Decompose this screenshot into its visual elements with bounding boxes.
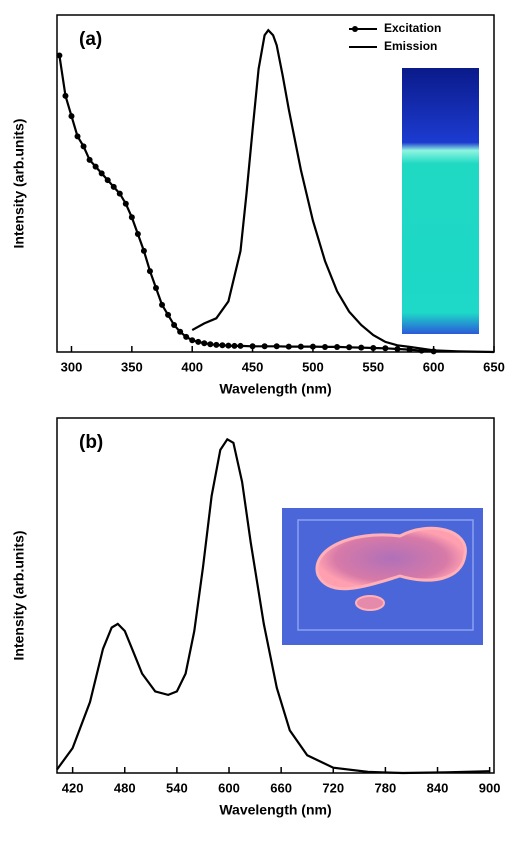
series-marker <box>261 343 268 350</box>
series-marker <box>213 341 220 348</box>
x-tick-label: 550 <box>362 359 384 374</box>
series-marker <box>219 342 226 349</box>
series-line <box>191 28 495 354</box>
x-tick-label: 650 <box>483 359 505 374</box>
x-tick-label: 400 <box>181 359 203 374</box>
series-marker <box>195 338 202 345</box>
series-marker <box>201 340 208 347</box>
series-marker <box>116 190 123 197</box>
x-tick-label: 540 <box>166 780 188 795</box>
x-tick-label: 840 <box>427 780 449 795</box>
series-marker <box>285 343 292 350</box>
series-marker <box>189 337 196 344</box>
series-marker <box>74 133 81 140</box>
y-axis-label: Intensity (arb.units) <box>11 531 27 661</box>
x-tick-label: 780 <box>375 780 397 795</box>
series-marker <box>183 333 190 340</box>
legend-label: Emission <box>384 39 437 53</box>
x-tick-label: 720 <box>322 780 344 795</box>
series-marker <box>92 163 99 170</box>
x-tick-label: 420 <box>62 780 84 795</box>
legend-label: Excitation <box>384 21 441 35</box>
series-marker <box>309 343 316 350</box>
series-marker <box>207 341 214 348</box>
series-marker <box>56 52 63 59</box>
series-marker <box>165 311 172 318</box>
series-marker <box>382 345 389 352</box>
plot-frame <box>56 417 495 774</box>
panel-label: (b) <box>79 432 103 453</box>
series-marker <box>146 268 153 275</box>
series-marker <box>110 183 117 190</box>
series-marker <box>321 343 328 350</box>
series-marker <box>225 342 232 349</box>
x-tick-label: 500 <box>302 359 324 374</box>
series-marker <box>68 113 75 120</box>
panel-label: (a) <box>79 29 102 50</box>
x-tick-label: 300 <box>61 359 83 374</box>
x-tick-label: 600 <box>218 780 240 795</box>
series-marker <box>273 343 280 350</box>
series-marker <box>80 143 87 150</box>
series-marker <box>334 343 341 350</box>
x-axis-label: Wavelength (nm) <box>219 381 331 397</box>
y-axis-label: Intensity (arb.units) <box>11 119 27 249</box>
x-tick-label: 900 <box>479 780 501 795</box>
series-marker <box>394 345 401 352</box>
series-marker <box>98 170 105 177</box>
series-marker <box>134 231 141 238</box>
series-marker <box>237 342 244 349</box>
series-marker <box>140 247 147 254</box>
legend-marker <box>352 26 358 32</box>
series-marker <box>104 177 111 184</box>
series-marker <box>358 344 365 351</box>
series-marker <box>346 344 353 351</box>
x-tick-label: 480 <box>114 780 136 795</box>
series-marker <box>152 284 159 291</box>
series-marker <box>370 344 377 351</box>
inset-photo-vial <box>402 68 479 334</box>
series-line <box>56 437 490 775</box>
x-tick-label: 350 <box>121 359 143 374</box>
inset-photo-film <box>282 508 483 645</box>
x-tick-label: 660 <box>270 780 292 795</box>
series-marker <box>86 156 93 163</box>
series-marker <box>159 301 166 308</box>
x-axis-label: Wavelength (nm) <box>219 802 331 818</box>
series-marker <box>177 328 184 335</box>
series-marker <box>128 214 135 221</box>
series-marker <box>62 92 69 99</box>
plot-frame <box>56 14 495 353</box>
x-tick-label: 450 <box>242 359 264 374</box>
x-tick-label: 600 <box>423 359 445 374</box>
series-marker <box>122 200 129 207</box>
series-marker <box>171 322 178 329</box>
series-marker <box>231 342 238 349</box>
series-marker <box>249 343 256 350</box>
series-marker <box>297 343 304 350</box>
